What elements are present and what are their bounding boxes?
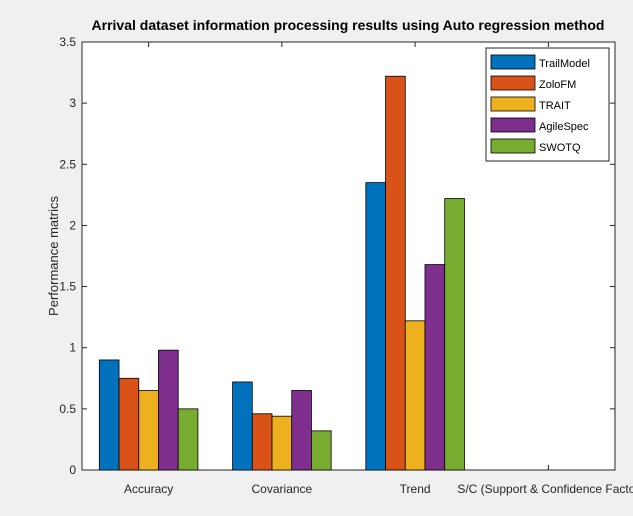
chart-title: Arrival dataset information processing r… [92, 17, 605, 33]
bar-swotq-2 [444, 198, 465, 471]
x-tick-label: S/C (Support & Confidence Factor [457, 482, 633, 496]
y-tick-label: 3 [69, 96, 76, 110]
bar-zolofm-1 [251, 413, 273, 471]
bar-agilespec-2 [424, 264, 446, 471]
bar-series-group [98, 75, 465, 471]
legend-swatch [490, 138, 536, 154]
x-tick-label: Accuracy [124, 482, 173, 496]
bar-agilespec-0 [158, 349, 179, 471]
legend-swatch [490, 117, 536, 133]
y-tick-label: 2.5 [59, 157, 76, 171]
bar-trait-0 [138, 390, 159, 471]
legend: TrailModel ZoloFM TRAIT AgileSpec SWOTQ [485, 47, 610, 162]
legend-swatch [490, 54, 536, 70]
y-tick-label: 3.5 [59, 35, 76, 49]
y-tick-label: 1 [69, 341, 76, 355]
x-tick-label: Covariance [252, 482, 313, 496]
bar-zolofm-0 [118, 377, 140, 471]
bar-swotq-1 [311, 430, 332, 471]
bar-trailmodel-2 [365, 182, 386, 471]
legend-label: SWOTQ [539, 142, 581, 154]
legend-label: TrailModel [539, 58, 590, 70]
y-tick-label: 0 [69, 463, 76, 477]
y-axis: 0 0.5 1 1.5 2 2.5 3 3.5 [59, 35, 615, 477]
bar-trailmodel-0 [98, 359, 120, 471]
bar-zolofm-2 [385, 75, 406, 471]
legend-label: TRAIT [539, 100, 571, 112]
bar-swotq-0 [177, 408, 199, 471]
bar-agilespec-1 [291, 390, 312, 471]
bar-trait-2 [404, 320, 426, 471]
y-axis-label: Performance matrics [46, 196, 61, 316]
x-axis: Accuracy Covariance Trend S/C (Support & Co… [124, 42, 633, 496]
legend-label: ZoloFM [539, 79, 576, 91]
y-tick-label: 0.5 [59, 402, 76, 416]
legend-label: AgileSpec [539, 121, 589, 133]
y-tick-label: 2 [69, 218, 76, 232]
bar-trailmodel-1 [232, 381, 253, 471]
legend-swatch [490, 75, 536, 91]
x-tick-label: Trend [400, 482, 431, 496]
bar-trait-1 [271, 415, 293, 471]
legend-swatch [490, 96, 536, 112]
y-tick-label: 1.5 [59, 280, 76, 294]
